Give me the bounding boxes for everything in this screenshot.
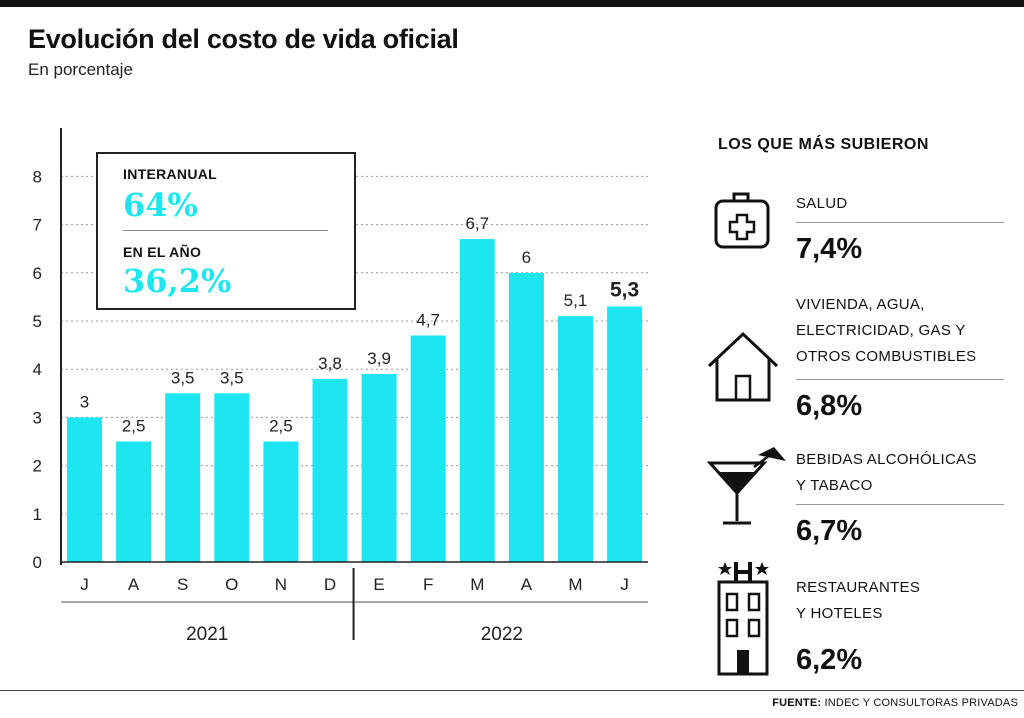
category-label-line2: ELECTRICIDAD, GAS Y — [796, 322, 966, 339]
y-tick-label: 3 — [33, 408, 42, 427]
bar-value-label: 2,5 — [122, 417, 146, 436]
cocktail-icon — [706, 445, 786, 534]
bar-value-label: 5,3 — [610, 279, 639, 302]
x-tick-label: A — [521, 575, 533, 594]
hotel-icon — [706, 558, 780, 685]
chart-subtitle: En porcentaje — [28, 60, 133, 79]
category-value: 6,8% — [796, 390, 863, 422]
bar — [410, 335, 446, 562]
anio-value: 36,2% — [123, 262, 232, 300]
bar-value-label: 3,8 — [318, 354, 342, 373]
bar-value-label: 5,1 — [564, 291, 588, 310]
x-tick-label: J — [80, 575, 89, 594]
bar-value-label: 6 — [522, 248, 531, 267]
bar — [214, 393, 250, 562]
bar — [67, 417, 102, 562]
bar — [312, 378, 348, 562]
x-tick-label: S — [177, 575, 188, 594]
bar-chart: 0 1 2 3 4 5 6 7 8 3 J 2,5 A 3,5 S 3,5 O 2,5 N 3,8 D 3,9 E 4,7 F 6… — [33, 128, 648, 645]
top-rule — [0, 0, 1024, 7]
bar — [165, 393, 201, 562]
y-tick-label: 5 — [33, 312, 42, 331]
category-divider — [796, 504, 1004, 505]
x-tick-label: N — [275, 575, 287, 594]
y-tick-label: 4 — [33, 360, 42, 379]
bar — [263, 441, 299, 562]
sidebar-title: LOS QUE MÁS SUBIERON — [718, 136, 929, 153]
bar — [508, 272, 544, 562]
bar — [607, 306, 643, 562]
bar — [558, 316, 593, 562]
bar-value-label: 3,5 — [171, 368, 195, 387]
y-tick-label: 8 — [33, 167, 42, 186]
category-divider — [796, 222, 1004, 223]
y-tick-label: 7 — [33, 216, 42, 235]
y-tick-label: 6 — [33, 264, 42, 283]
summary-box: INTERANUAL 64% EN EL AÑO 36,2% — [96, 152, 356, 310]
footer-rule — [0, 690, 1024, 691]
bar — [116, 441, 152, 562]
category-label-line1: VIVIENDA, AGUA, — [796, 296, 925, 313]
bar-value-label: 3,9 — [367, 349, 391, 368]
x-tick-label: M — [470, 575, 484, 594]
bar-value-label: 3,5 — [220, 368, 244, 387]
bar-value-label: 3 — [80, 392, 89, 411]
category-label-line1: RESTAURANTES — [796, 579, 921, 596]
bar-value-label: 2,5 — [269, 417, 293, 436]
source-label: FUENTE: — [772, 697, 822, 709]
x-tick-label: E — [373, 575, 384, 594]
year-label: 2022 — [481, 624, 523, 645]
category-label-line2: Y TABACO — [796, 477, 873, 494]
medical-kit-icon — [706, 189, 776, 260]
category-label-line3: OTROS COMBUSTIBLES — [796, 348, 977, 365]
x-tick-label: A — [128, 575, 140, 594]
category-value: 6,2% — [796, 644, 863, 676]
bar — [459, 239, 495, 562]
y-tick-label: 0 — [33, 553, 42, 572]
x-tick-label: D — [324, 575, 336, 594]
interanual-label: INTERANUAL — [123, 166, 217, 182]
house-icon — [706, 328, 780, 409]
interanual-value: 64% — [123, 186, 198, 224]
x-tick-label: J — [620, 575, 629, 594]
category-value: 6,7% — [796, 515, 863, 547]
bar — [361, 374, 397, 562]
category-value: 7,4% — [796, 233, 863, 265]
bar-value-label: 4,7 — [416, 310, 440, 329]
x-tick-label: O — [225, 575, 238, 594]
chart-title: Evolución del costo de vida oficial — [28, 24, 459, 54]
summary-divider — [123, 230, 328, 231]
category-label-line2: Y HOTELES — [796, 605, 883, 622]
x-tick-label: F — [423, 575, 433, 594]
category-label-line1: BEBIDAS ALCOHÓLICAS — [796, 451, 977, 468]
year-label: 2021 — [186, 624, 228, 645]
y-tick-label: 1 — [33, 505, 42, 524]
category-divider — [796, 379, 1004, 380]
x-tick-label: M — [568, 575, 582, 594]
bar-value-label: 6,7 — [465, 214, 489, 233]
anio-label: EN EL AÑO — [123, 244, 202, 260]
y-tick-label: 2 — [33, 457, 42, 476]
source-text: INDEC Y CONSULTORAS PRIVADAS — [821, 697, 1018, 709]
category-label: SALUD — [796, 195, 848, 212]
source-note: FUENTE: INDEC Y CONSULTORAS PRIVADAS — [772, 697, 1018, 709]
